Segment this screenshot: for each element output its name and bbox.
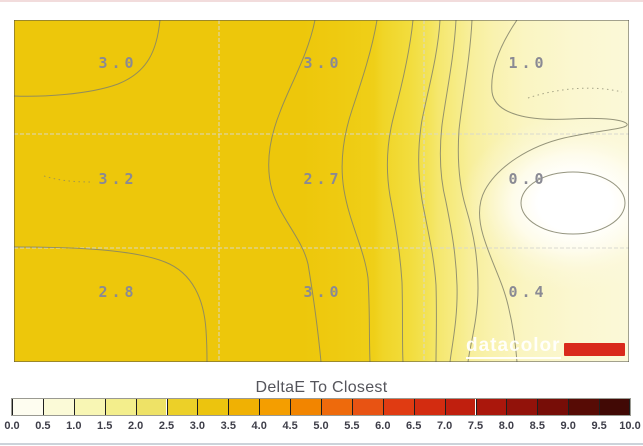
colorbar-segment (104, 399, 136, 415)
grid-lines (14, 20, 629, 362)
colorbar-segment (12, 399, 43, 415)
colorbar-tick (42, 399, 44, 415)
colorbar-tick-label: 2.0 (127, 420, 144, 432)
colorbar-segment (537, 399, 569, 415)
contour-lines (14, 20, 628, 362)
colorbar-tick-label: 2.5 (158, 420, 175, 432)
colorbar-tick-label: 7.5 (467, 420, 484, 432)
contour-value-label: 3.0 (303, 283, 343, 301)
colorbar-tick-labels: 0.0 0.5 1.0 1.5 2.0 2.5 3.0 3.5 4.0 4.5 5.0 5.5 6.0 6… (0, 420, 643, 434)
colorbar-tick-label: 1.5 (97, 420, 113, 432)
colorbar-segment (166, 399, 198, 415)
colorbar-tick (228, 399, 230, 415)
colorbar-tick (475, 399, 477, 415)
colorbar-tick-label: 10.0 (619, 420, 641, 432)
colorbar-tick (568, 399, 570, 415)
colorbar-tick (444, 399, 446, 415)
colorbar-segment (568, 399, 600, 415)
colorbar-tick (104, 399, 106, 415)
bottom-edge-line (0, 443, 643, 445)
colorbar-tick (537, 399, 539, 415)
contour-value-label: 3.0 (98, 54, 138, 72)
colorbar-tick-label: 9.0 (560, 420, 576, 432)
colorbar-tick (166, 399, 168, 415)
colorbar-segment (351, 399, 383, 415)
colorbar-tick (12, 399, 13, 415)
chart-title: DeltaE To Closest (255, 379, 388, 396)
colorbar-segment (599, 399, 630, 415)
colorbar-segment (73, 399, 105, 415)
contour-value-label: 3.2 (98, 170, 138, 188)
contour-value-label: 0.4 (508, 283, 548, 301)
colorbar-tick (321, 399, 322, 415)
colorbar-tick-label: 1.0 (66, 420, 82, 432)
colorbar-tick (290, 399, 292, 415)
colorbar-segment (321, 399, 352, 415)
colorbar-tick-label: 9.5 (591, 420, 607, 432)
colorbar-tick-label: 4.5 (282, 420, 298, 432)
datacolor-logo-text: datacolor (466, 336, 561, 359)
colorbar-tick-label: 6.0 (375, 420, 391, 432)
colorbar-segment (290, 399, 321, 415)
colorbar-tick (259, 399, 261, 415)
colorbar-tick (135, 399, 137, 415)
datacolor-logo: datacolor (466, 336, 625, 359)
colorbar-tick-label: 5.0 (313, 420, 329, 432)
contour-plot-svg (14, 20, 629, 362)
contour-value-label: 0.0 (508, 170, 548, 188)
top-edge-line (0, 0, 643, 2)
contour-bright-spot (14, 20, 629, 362)
colorbar-tick-label: 3.5 (220, 420, 236, 432)
colorbar-tick (599, 399, 601, 415)
colorbar-tick-label: 6.5 (406, 420, 422, 432)
colorbar-segment (413, 399, 445, 415)
colorbar-tick-label: 8.5 (529, 420, 545, 432)
colorbar-segment (382, 399, 414, 415)
colorbar (11, 398, 631, 416)
colorbar-tick (351, 399, 353, 415)
plot-area: datacolor 3.0 3.0 1.0 3.2 2.7 0.0 2.8 3.0 0.4 (14, 20, 629, 362)
colorbar-tick-label: 0.0 (4, 420, 20, 432)
colorbar-segment (444, 399, 476, 415)
colorbar-tick-label: 5.5 (344, 420, 360, 432)
colorbar-tick (197, 399, 199, 415)
colorbar-segment (506, 399, 538, 415)
colorbar-tick (382, 399, 384, 415)
colorbar-tick (629, 399, 630, 415)
colorbar-segment (135, 399, 167, 415)
colorbar-segment (42, 399, 74, 415)
colorbar-tick-label: 0.5 (35, 420, 51, 432)
colorbar-tick-label: 7.0 (436, 420, 453, 432)
colorbar-tick-label: 3.0 (189, 420, 206, 432)
colorbar-tick (73, 399, 75, 415)
contour-value-label: 1.0 (508, 54, 548, 72)
colorbar-segment (259, 399, 291, 415)
contour-value-label: 2.7 (303, 170, 343, 188)
colorbar-tick-label: 8.0 (498, 420, 515, 432)
contour-value-label: 2.8 (98, 283, 138, 301)
colorbar-segment (475, 399, 507, 415)
datacolor-logo-mark (563, 343, 625, 356)
colorbar-tick (413, 399, 415, 415)
colorbar-tick (506, 399, 508, 415)
contour-value-label: 3.0 (303, 54, 343, 72)
colorbar-segment (228, 399, 260, 415)
colorbar-segment (197, 399, 229, 415)
colorbar-tick-label: 4.0 (251, 420, 267, 432)
